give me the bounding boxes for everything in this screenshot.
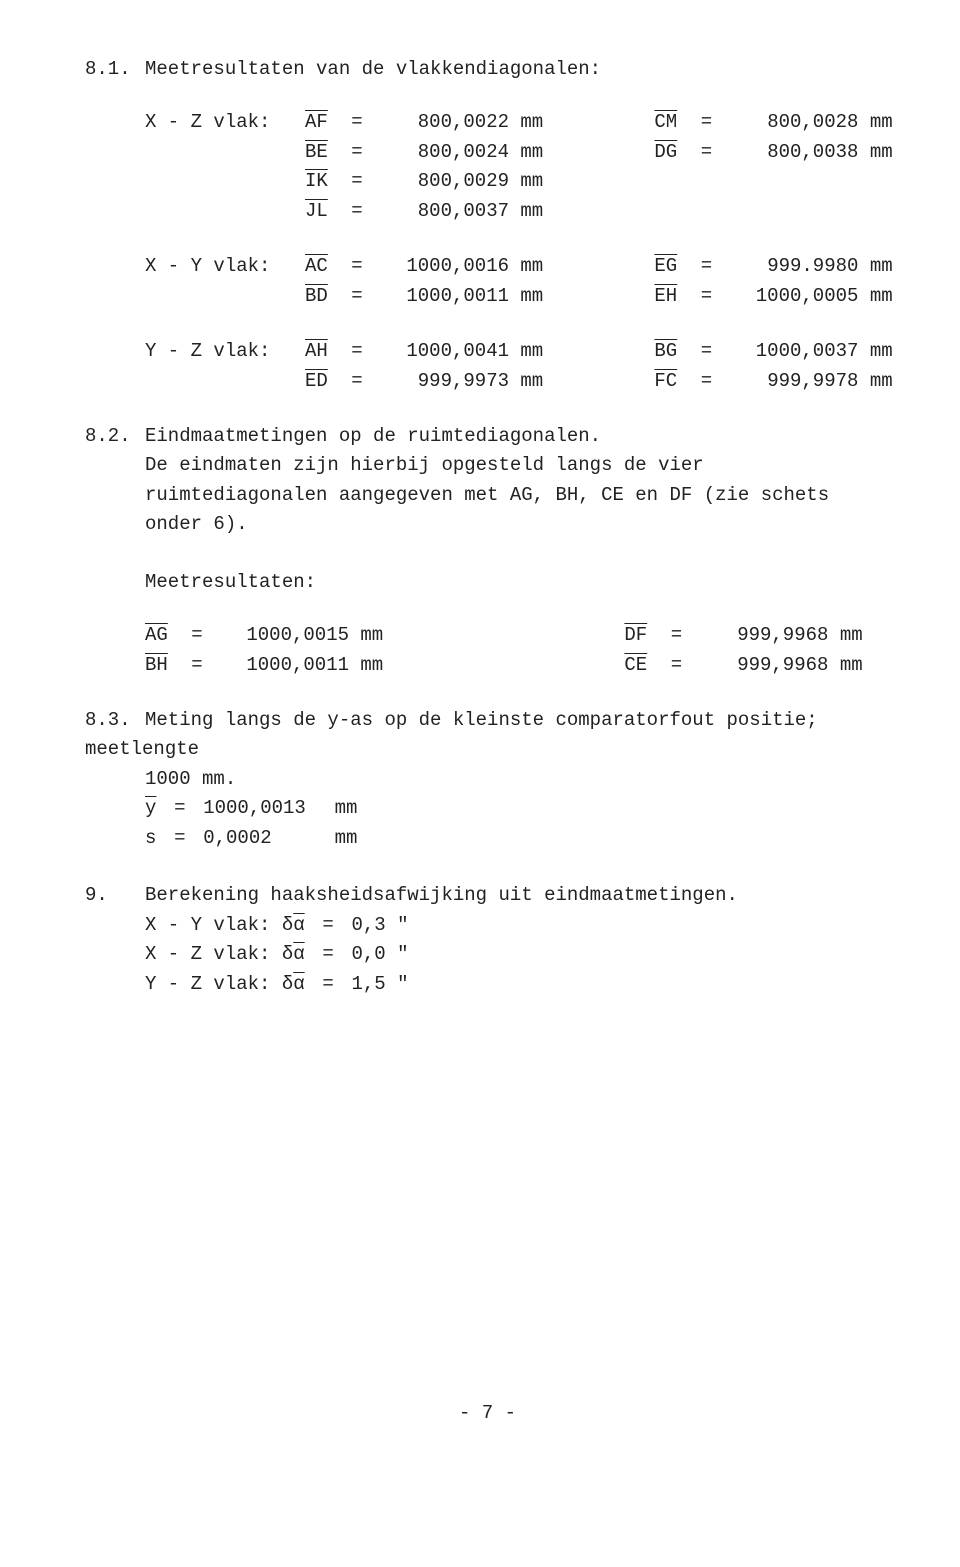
section-title: Meetresultaten van de vlakkendiagonalen: <box>145 58 601 80</box>
measurement-row: X - Z vlak:AF=800,0022 mmCM=800,0028 mm <box>85 108 890 137</box>
measurement-row: Y - Z vlak:AH=1000,0041 mmBG=1000,0037 m… <box>85 337 890 366</box>
var-label: s <box>145 827 156 849</box>
measurement-row: y = 1000,0013 mm <box>85 794 890 823</box>
measurement-row: s = 0,0002 mm <box>85 824 890 853</box>
section-number: 8.1. <box>85 55 145 84</box>
delta-alpha-symbol: δα <box>282 973 305 995</box>
measurement-row: IK=800,0029 mm <box>85 167 890 196</box>
plane-label: X - Z vlak: <box>145 108 305 137</box>
measurement-row: ED=999,9973 mmFC=999,9978 mm <box>85 367 890 396</box>
value: 800,0022 <box>369 108 509 137</box>
section-8-3: 8.3.Meting langs de y-as op de kleinste … <box>85 706 890 853</box>
value: 800,0028 <box>718 108 858 137</box>
measurement-row: JL=800,0037 mm <box>85 197 890 226</box>
deviation-row: Y - Z vlak: δα = 1,5 " <box>85 970 890 999</box>
plane-label: X - Y vlak: <box>145 252 305 281</box>
deviation-row: X - Y vlak: δα = 0,3 " <box>85 911 890 940</box>
var-label: AF <box>305 108 345 137</box>
plane-label: Y - Z vlak: <box>145 337 305 366</box>
page-number: - 7 - <box>85 1399 890 1428</box>
measurement-row: BE=800,0024 mmDG=800,0038 mm <box>85 138 890 167</box>
xy-block: X - Y vlak:AC=1000,0016 mmEG=999.9980 mm… <box>85 252 890 311</box>
measurement-row: AG=1000,0015 mmDF=999,9968 mm <box>85 621 890 650</box>
section-8-1-heading: 8.1.Meetresultaten van de vlakkendiagona… <box>85 55 890 84</box>
xz-block: X - Z vlak:AF=800,0022 mmCM=800,0028 mm … <box>85 108 890 226</box>
var-label: y <box>145 797 156 819</box>
s82-results: AG=1000,0015 mmDF=999,9968 mm BH=1000,00… <box>85 621 890 680</box>
section-heading: 8.3.Meting langs de y-as op de kleinste … <box>85 706 890 765</box>
section-9: 9.Berekening haaksheidsafwijking uit ein… <box>85 881 890 999</box>
measurement-row: X - Y vlak:AC=1000,0016 mmEG=999.9980 mm <box>85 252 890 281</box>
deviation-row: X - Z vlak: δα = 0,0 " <box>85 940 890 969</box>
yz-block: Y - Z vlak:AH=1000,0041 mmBG=1000,0037 m… <box>85 337 890 396</box>
measurement-row: BD=1000,0011 mmEH=1000,0005 mm <box>85 282 890 311</box>
section-body: De eindmaten zijn hierbij opgesteld lang… <box>85 451 890 539</box>
section-8-2: 8.2.Eindmaatmetingen op de ruimtediagona… <box>85 422 890 540</box>
delta-alpha-symbol: δα <box>282 914 305 936</box>
results-label: Meetresultaten: <box>85 568 890 597</box>
delta-alpha-symbol: δα <box>282 943 305 965</box>
var-label: CM <box>654 108 694 137</box>
measurement-row: BH=1000,0011 mmCE=999,9968 mm <box>85 651 890 680</box>
section-heading: 9.Berekening haaksheidsafwijking uit ein… <box>85 881 890 910</box>
section-heading: 8.2.Eindmaatmetingen op de ruimtediagona… <box>85 422 890 451</box>
